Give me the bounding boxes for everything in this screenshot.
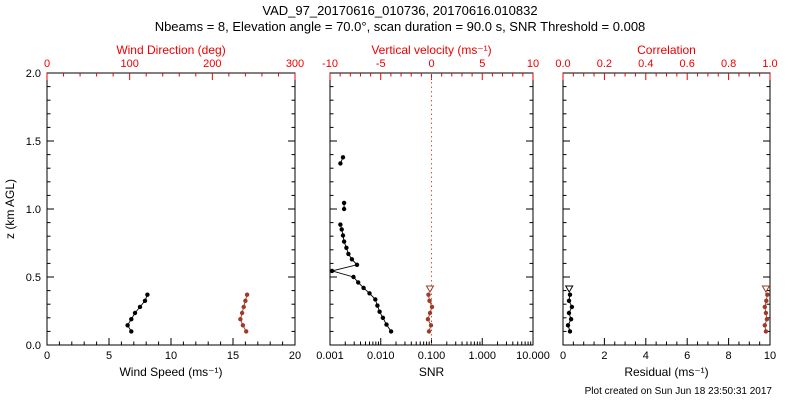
triangle-marker <box>564 285 574 294</box>
bottom-axis-title: Residual (ms⁻¹) <box>624 365 708 379</box>
top-tick-label: 0.6 <box>680 58 695 70</box>
triangle-marker <box>425 285 435 294</box>
bottom-axis-title: Wind Speed (ms⁻¹) <box>119 365 222 379</box>
top-tick-label: 0.4 <box>638 58 653 70</box>
y-axis-label: z (km AGL) <box>3 179 17 239</box>
bottom-tick-label: 6 <box>684 350 690 362</box>
bottom-tick-label: 15 <box>227 350 239 362</box>
y-tick-label: 0.0 <box>26 340 41 352</box>
panel-residual-correlation: 0 2 4 6 8 10 Residual (ms⁻¹) 0.0 0.2 0.4 0.6 0.8 1.0… <box>555 43 777 379</box>
bottom-tick-label: 0.100 <box>418 350 446 362</box>
series-snr <box>329 155 394 334</box>
top-tick-label: 200 <box>203 58 221 70</box>
bottom-tick-label: 4 <box>643 350 649 362</box>
y-tick-label: 1.0 <box>26 204 41 216</box>
top-tick-label: 0 <box>428 58 434 70</box>
top-axis-title: Vertical velocity (ms⁻¹) <box>371 43 491 57</box>
bottom-tick-label: 2 <box>601 350 607 362</box>
plot-title: VAD_97_20170616_010736, 20170616.010832 <box>262 3 537 18</box>
bottom-tick-label: 20 <box>289 350 301 362</box>
y-tick-label: 2.0 <box>26 68 41 80</box>
plot-subtitle: Nbeams = 8, Elevation angle = 70.0°, sca… <box>155 19 646 34</box>
bottom-tick-label: 10.000 <box>516 350 550 362</box>
series-vertical-velocity <box>425 285 435 334</box>
bottom-tick-label: 10 <box>165 350 177 362</box>
y-tick-label: 1.5 <box>26 136 41 148</box>
bottom-tick-label: 0.001 <box>316 350 344 362</box>
series-residual <box>564 285 575 334</box>
bottom-tick-label: 8 <box>726 350 732 362</box>
y-tick-label: 0.5 <box>26 272 41 284</box>
top-tick-label: 0.2 <box>597 58 612 70</box>
top-tick-label: -5 <box>376 58 386 70</box>
bottom-tick-label: 5 <box>106 350 112 362</box>
top-axis-title: Wind Direction (deg) <box>116 43 225 57</box>
bottom-tick-label: 1.000 <box>468 350 496 362</box>
footer-timestamp: Plot created on Sun Jun 18 23:50:31 2017 <box>585 386 773 397</box>
series-wind-direction <box>238 292 250 334</box>
triangle-marker <box>761 285 771 294</box>
panel-frame <box>562 72 771 346</box>
top-tick-label: 0.0 <box>555 58 570 70</box>
top-tick-label: 0.8 <box>721 58 736 70</box>
top-tick-label: -10 <box>322 58 338 70</box>
bottom-tick-label: 0 <box>44 350 50 362</box>
top-tick-label: 300 <box>286 58 304 70</box>
bottom-tick-label: 10 <box>764 350 776 362</box>
top-tick-label: 10 <box>527 58 539 70</box>
panel-snr-velocity: 0.001 0.010 0.100 1.000 10.000 SNR -10 -5 0 5 10 Ve… <box>316 43 550 379</box>
bottom-tick-label: 0 <box>560 350 566 362</box>
bottom-axis-title: SNR <box>419 365 445 379</box>
top-tick-label: 100 <box>120 58 138 70</box>
series-wind-speed <box>125 292 150 334</box>
top-tick-label: 0 <box>44 58 50 70</box>
series-correlation <box>761 285 771 334</box>
top-tick-label: 5 <box>479 58 485 70</box>
bottom-tick-label: 0.010 <box>367 350 395 362</box>
panel-frame <box>46 72 296 346</box>
top-tick-label: 1.0 <box>762 58 777 70</box>
top-axis-title: Correlation <box>637 43 696 57</box>
